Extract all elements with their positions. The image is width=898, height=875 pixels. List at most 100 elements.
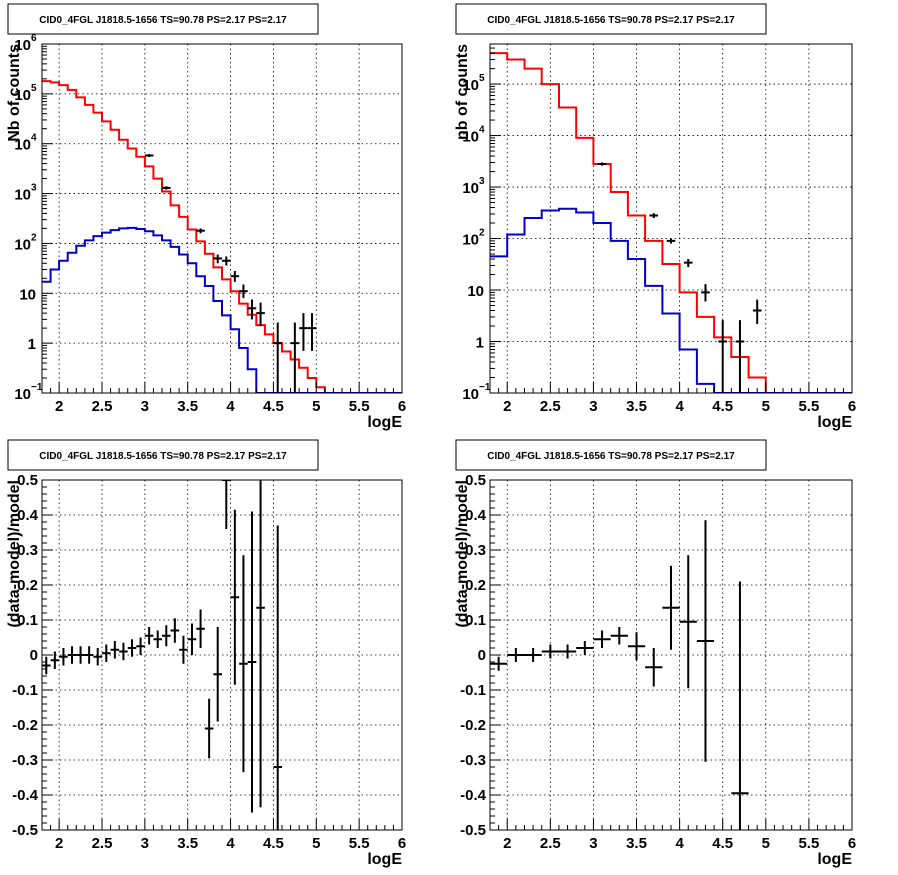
chart-title: CID0_4FGL J1818.5-1656 TS=90.78 PS=2.17 … [455, 3, 767, 35]
x-tick-label: 2 [55, 398, 63, 415]
data-point [299, 313, 308, 351]
grid-lines [42, 44, 402, 393]
y-axis-title: (data-model)/model [6, 480, 23, 628]
y-tick-label: 10 5 [14, 83, 37, 104]
panel-1: CID0_4FGL J1818.5-1656 TS=90.78 PS=2.17 … [6, 3, 406, 431]
chart-title-box [455, 439, 767, 471]
y-tick-label: 10 2 [14, 232, 37, 253]
y-tick-label: 10 3 [14, 183, 37, 204]
histogram-series-blue [42, 226, 402, 393]
y-tick-label: 1 [28, 336, 36, 353]
data-point [204, 698, 214, 759]
data-point [273, 322, 282, 393]
data-point [627, 632, 646, 661]
x-tick-label: 2.5 [92, 398, 113, 415]
data-point [153, 630, 162, 648]
data-point [213, 627, 222, 722]
panel-4: CID0_4FGL J1818.5-1656 TS=90.78 PS=2.17 … [454, 439, 856, 868]
x-tick-label: 4.5 [263, 398, 284, 415]
y-tick-label: -0.5 [460, 822, 486, 839]
data-point [597, 162, 607, 166]
data-point [731, 581, 749, 830]
y-tick-exponent: 5 [479, 73, 485, 84]
y-tick-label: 10 5 [462, 73, 485, 94]
x-tick-label: 5.5 [798, 835, 819, 852]
y-tick-mantissa: 10 [462, 77, 479, 94]
data-point [247, 299, 257, 320]
y-tick-mantissa: 1 [28, 336, 36, 353]
x-tick-label: 3 [141, 835, 149, 852]
chart-title-text: CID0_4FGL J1818.5-1656 TS=90.78 PS=2.17 … [487, 15, 735, 26]
chart-title: CID0_4FGL J1818.5-1656 TS=90.78 PS=2.17 … [455, 439, 767, 471]
grid-lines [490, 44, 852, 393]
y-tick-label: 0.3 [17, 542, 38, 559]
data-point [752, 299, 762, 324]
data-point [162, 625, 171, 647]
data-point [196, 609, 205, 648]
x-tick-label: 4 [675, 835, 684, 852]
y-tick-mantissa: 10 [462, 232, 479, 249]
y-tick-label: 10 3 [462, 176, 485, 197]
x-tick-label: 5 [312, 398, 320, 415]
y-tick-label: 0.5 [465, 472, 486, 489]
data-point [84, 646, 94, 664]
x-tick-label: 2.5 [540, 398, 561, 415]
y-tick-mantissa: 10 [462, 386, 479, 403]
data-point [239, 284, 248, 299]
chart-title: CID0_4FGL J1818.5-1656 TS=90.78 PS=2.17 … [7, 439, 319, 471]
y-tick-exponent: 3 [479, 176, 485, 187]
x-tick-label: 3.5 [626, 398, 647, 415]
y-tick-label: 0 [478, 647, 486, 664]
x-tick-label: 6 [848, 398, 856, 415]
y-tick-exponent: −1 [31, 382, 43, 393]
data-point [718, 320, 728, 393]
chart-title-box [7, 439, 319, 471]
x-tick-label: 3 [141, 398, 149, 415]
data-point [239, 555, 248, 773]
data-points [42, 480, 282, 830]
y-tick-label: 1 [476, 335, 484, 352]
data-point [230, 270, 240, 282]
y-tick-label: 0.3 [465, 542, 486, 559]
data-point [50, 651, 60, 669]
chart-title-text: CID0_4FGL J1818.5-1656 TS=90.78 PS=2.17 … [39, 451, 287, 462]
y-tick-label: -0.1 [12, 682, 38, 699]
y-tick-exponent: 4 [479, 125, 485, 136]
data-point [144, 154, 154, 158]
y-tick-mantissa: 10 [14, 236, 31, 253]
x-tick-label: 4.5 [263, 835, 284, 852]
y-axis: -0.5 -0.4 -0.3 -0.2 -0.1 0 0.1 0.2 0.3 0.4 0.5(dat… [6, 472, 53, 839]
data-point [179, 635, 188, 664]
data-point [222, 256, 231, 266]
y-tick-label: 10 6 [14, 33, 37, 54]
data-point [576, 641, 594, 655]
y-tick-mantissa: 10 [14, 137, 31, 154]
x-tick-label: 5 [312, 835, 320, 852]
x-tick-label: 5.5 [798, 398, 819, 415]
data-point [127, 639, 137, 657]
x-tick-label: 3.5 [177, 398, 198, 415]
y-tick-mantissa: 10 [19, 286, 36, 303]
y-tick-exponent: 6 [31, 33, 37, 44]
y-tick-exponent: 3 [31, 183, 37, 194]
y-tick-label: 0.2 [465, 577, 486, 594]
x-tick-label: 4 [675, 398, 684, 415]
data-point [170, 618, 180, 643]
data-point [144, 627, 154, 645]
x-tick-label: 5.5 [349, 835, 370, 852]
x-tick-label: 4 [226, 835, 235, 852]
chart-title-text: CID0_4FGL J1818.5-1656 TS=90.78 PS=2.17 … [39, 15, 287, 26]
x-axis-title: logE [817, 851, 852, 868]
data-point [102, 644, 111, 662]
data-point [683, 259, 693, 267]
y-tick-label: -0.2 [460, 717, 486, 734]
data-points [490, 520, 749, 830]
y-tick-label: 0.2 [17, 577, 38, 594]
data-points [597, 162, 762, 393]
x-tick-label: 2.5 [540, 835, 561, 852]
data-point [558, 644, 577, 659]
data-point [247, 511, 257, 813]
